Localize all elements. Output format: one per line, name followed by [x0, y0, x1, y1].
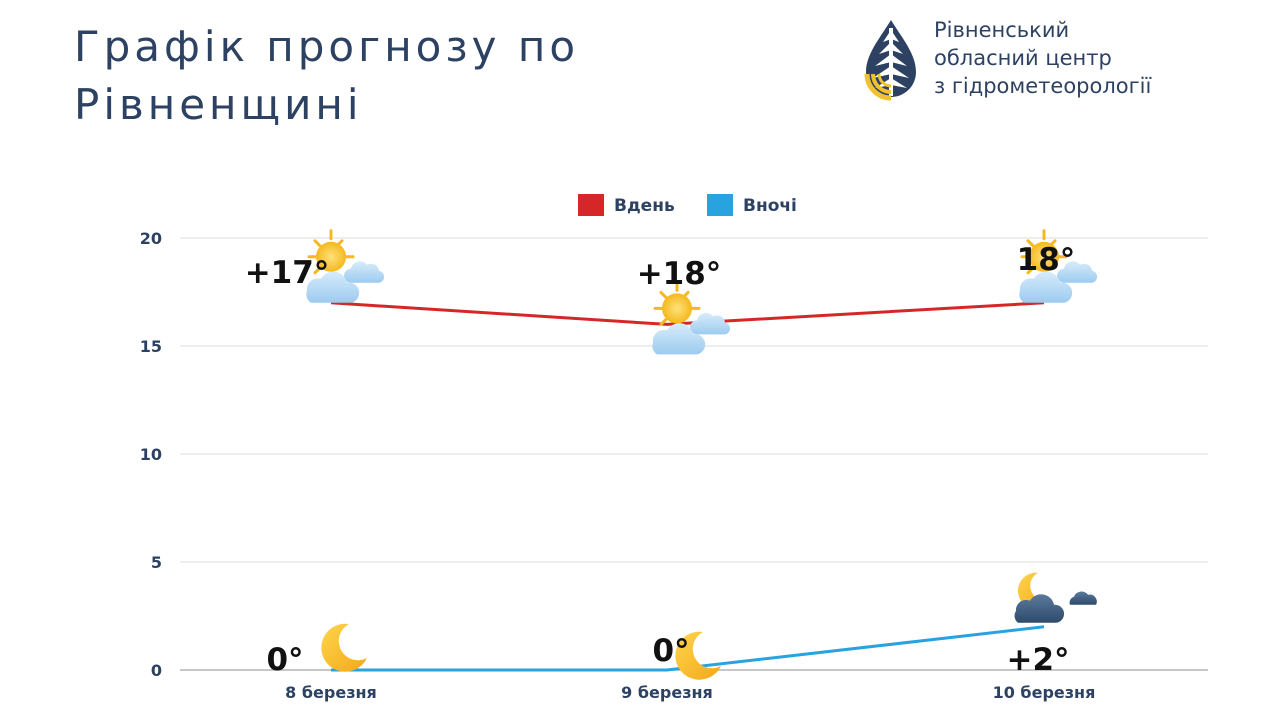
y-tick-label: 20: [140, 229, 162, 248]
data-label: 18°: [1017, 242, 1076, 278]
org-name-line-3: з гідрометеорології: [934, 74, 1152, 98]
x-tick-label: 9 березня: [621, 683, 713, 702]
legend-swatch: [707, 194, 733, 216]
page-title-line-2: Рівненщині: [74, 80, 363, 129]
water-drop-logo-icon: [864, 20, 916, 101]
series-line: [331, 625, 1045, 672]
legend-label: Вдень: [614, 196, 675, 216]
series-line: [330, 301, 1045, 326]
sun-behind-cloud-icon: [650, 280, 732, 356]
data-labels: +17° +18° 18° 0° 0° +2°: [245, 242, 1076, 678]
moon-with-clouds-icon: [1014, 572, 1097, 623]
data-label: +17°: [245, 255, 330, 291]
legend-swatch: [578, 194, 604, 216]
legend-label: Вночі: [743, 196, 797, 216]
crescent-moon-icon: [321, 623, 367, 672]
y-axis: 0 5 10 15 20: [140, 229, 162, 680]
data-label: 0°: [266, 642, 303, 678]
y-tick-label: 10: [140, 445, 162, 464]
y-tick-label: 15: [140, 337, 162, 356]
weather-icons: [304, 229, 1099, 680]
org-name-line-1: Рівненський: [934, 18, 1070, 42]
x-tick-label: 10 березня: [993, 683, 1096, 702]
org-name-line-2: обласний центр: [934, 46, 1112, 70]
chart-legend: Вдень Вночі: [578, 194, 797, 216]
x-axis: 8 березня 9 березня 10 березня: [285, 683, 1095, 702]
y-tick-label: 5: [151, 553, 162, 572]
x-tick-label: 8 березня: [285, 683, 377, 702]
y-tick-label: 0: [151, 661, 162, 680]
data-label: +2°: [1006, 642, 1069, 678]
data-label: 0°: [652, 633, 689, 669]
series-lines: [330, 301, 1045, 672]
data-label: +18°: [637, 256, 722, 292]
page-title-line-1: Графік прогнозу по: [74, 22, 580, 71]
